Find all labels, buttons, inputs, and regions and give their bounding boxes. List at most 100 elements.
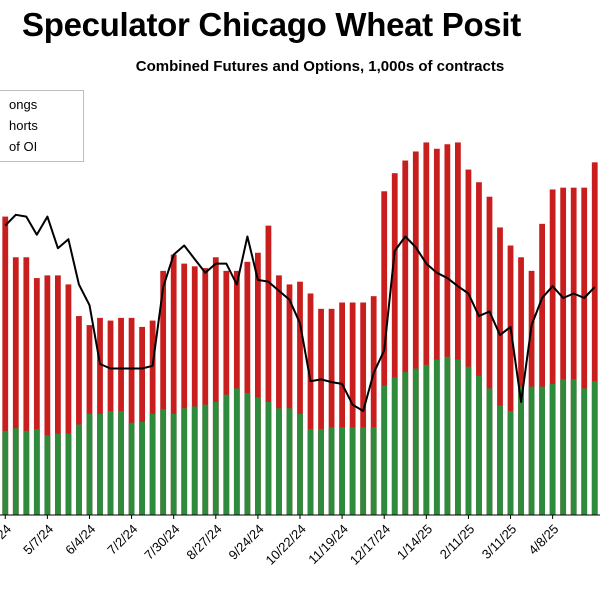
x-tick-label: 2/11/25 [437,521,478,562]
longs-bar [591,162,598,515]
longs-bar [181,263,188,515]
longs-bar [2,216,9,515]
x-tick-label: 4/9/24 [0,521,14,557]
shorts-bar [560,379,567,515]
longs-bar [276,275,282,515]
shorts-bar [212,401,219,515]
longs-bar [549,189,556,515]
x-tick-label: 9/24/24 [226,521,267,562]
longs-bar [255,252,261,515]
longs-bar [412,151,419,515]
x-tick-label: 5/7/24 [20,521,56,557]
shorts-bar [128,422,135,515]
x-tick-label: 12/17/24 [347,521,393,567]
shorts-bar [381,385,388,515]
longs-bar [433,148,440,515]
longs-bar [265,225,272,515]
longs-bar [391,173,398,516]
longs-bar [560,187,567,515]
longs-bar [65,284,72,515]
x-tick-label: 1/14/25 [394,521,435,562]
shorts-bar [2,430,9,515]
shorts-bar [433,359,440,515]
longs-bar [160,270,167,515]
shorts-bar [255,397,261,515]
chart-title-text: Speculator Chicago Wheat Posit [22,6,521,43]
longs-bar [381,191,388,515]
shorts-bar [149,413,156,515]
legend-label-shorts: horts [9,118,38,133]
longs-bar [55,275,61,515]
x-tick-label: 4/8/25 [525,521,561,557]
longs-bar [23,257,30,515]
shorts-bar [265,401,272,515]
shorts-bar [65,433,72,515]
legend-label-longs: ongs [9,97,38,112]
oi-percent-line [4,213,596,412]
shorts-bar [318,429,324,515]
shorts-bar [12,428,19,515]
shorts-bar [444,356,451,515]
x-tick-label: 7/30/24 [141,521,182,562]
longs-bar [128,317,135,515]
shorts-bar [233,388,240,515]
longs-bar [518,257,524,515]
longs-bar [297,281,303,515]
shorts-bar [223,394,230,515]
longs-bar [170,254,177,515]
longs-bar [455,142,461,515]
longs-bar [486,196,493,515]
longs-bar [202,268,209,515]
longs-bar [307,293,314,515]
shorts-bar [202,404,209,515]
shorts-bar [307,429,314,515]
shorts-bar [549,383,556,515]
shorts-bar [76,424,82,515]
chart-subtitle: Combined Futures and Options, 1,000s of … [135,58,505,75]
longs-bar [286,284,293,515]
longs-bar [402,160,409,515]
longs-bar [191,266,198,515]
legend-item-oi: of OI [0,137,83,158]
shorts-bar [86,413,93,515]
shorts-bar [97,413,103,515]
shorts-bar [339,427,345,515]
shorts-bar [528,386,535,515]
x-tick-label: 7/2/24 [104,521,140,557]
shorts-bar [297,413,303,515]
x-tick-label: 3/11/25 [479,521,520,562]
shorts-bar [44,435,51,515]
shorts-bar [276,408,282,515]
shorts-bar [286,408,293,515]
shorts-bar [107,411,114,515]
shorts-bar [170,413,177,515]
longs-bar [12,257,19,515]
longs-bar [581,187,588,515]
shorts-bar [507,411,514,515]
longs-bar [76,316,82,515]
shorts-bar [160,409,167,515]
shorts-bar [328,427,335,515]
x-tick-label: 10/22/24 [263,521,309,567]
longs-bar [349,302,356,515]
chart-title: Speculator Chicago Wheat Posit [0,6,600,44]
shorts-bar [118,411,124,515]
shorts-bar [518,386,524,515]
shorts-bar [465,366,472,515]
shorts-bar [33,429,40,515]
longs-bar [465,169,472,515]
shorts-bar [591,381,598,515]
longs-bar [476,182,482,515]
shorts-bar [412,368,419,515]
shorts-bar [370,427,377,515]
longs-bar [539,223,545,516]
shorts-bar [391,377,398,515]
longs-bar [339,302,345,515]
legend-item-shorts: horts [0,116,83,137]
longs-bar [244,261,251,515]
legend-label-oi: of OI [9,139,38,154]
x-tick-label: 11/19/24 [305,521,351,567]
shorts-bar [191,406,198,515]
longs-bar [212,257,219,515]
shorts-bar [581,388,588,515]
